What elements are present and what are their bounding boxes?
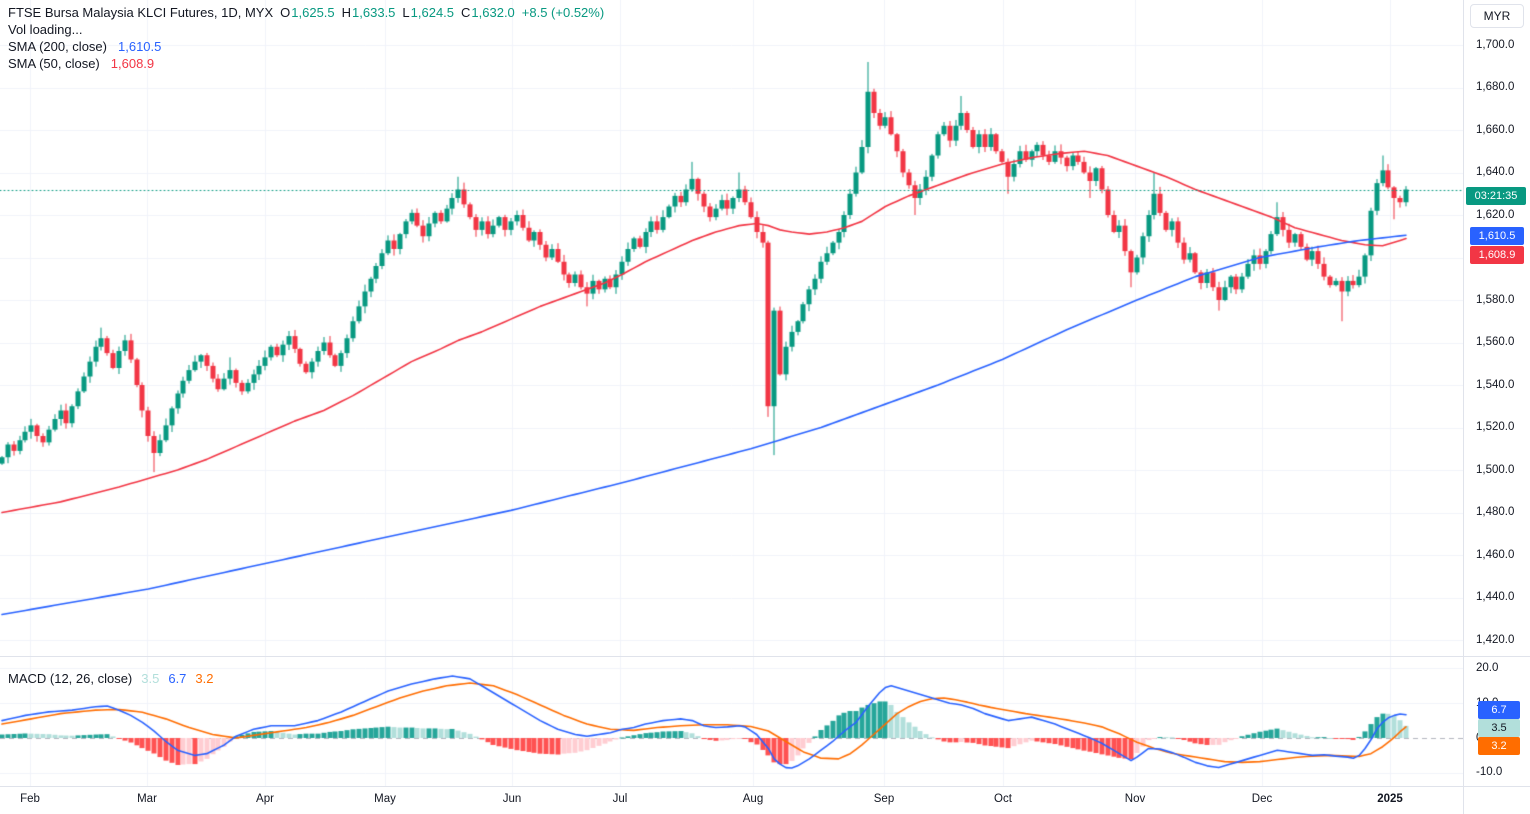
price-axis-tick: 1,680.0 [1476, 81, 1515, 93]
price-axis-tick: 1,560.0 [1476, 336, 1515, 348]
sma50-label: SMA (50, close) [8, 56, 100, 71]
ohlc-close: C 1,632.0 [461, 5, 515, 20]
macd-label: MACD (12, 26, close) [8, 670, 133, 686]
pane-separator[interactable] [0, 656, 1530, 657]
time-axis-label: Oct [994, 793, 1012, 805]
chart-plot-area[interactable] [0, 0, 1463, 786]
time-scale[interactable]: Feb Mar Apr May Jun Jul Aug Sep Oct Nov Dec 2025 [0, 787, 1463, 814]
sma200-label: SMA (200, close) [8, 39, 107, 54]
price-axis-tick: 1,480.0 [1476, 506, 1515, 518]
price-axis-tick: 1,700.0 [1476, 38, 1515, 51]
time-axis-label: Aug [742, 793, 764, 805]
price-axis-tick: 1,620.0 [1476, 208, 1515, 221]
sma200-price-badge: 1,610.5 [1470, 227, 1524, 245]
time-axis-label: Sep [873, 793, 895, 805]
macd-legend-row[interactable]: MACD (12, 26, close) 3.5 6.7 3.2 [8, 670, 214, 686]
sma200-value: 1,610.5 [118, 39, 162, 54]
price-axis-tick: 1,460.0 [1476, 548, 1515, 561]
macd-hist-badge: 3.5 [1478, 719, 1520, 737]
bar-countdown-badge: 03:21:35 [1466, 187, 1526, 205]
time-axis-separator [0, 786, 1530, 787]
symbol-legend-row[interactable]: FTSE Bursa Malaysia KLCI Futures, 1D, MY… [8, 4, 604, 21]
symbol-title: FTSE Bursa Malaysia KLCI Futures, 1D, MY… [8, 5, 274, 20]
macd-hist-value: 3.5 [141, 670, 160, 686]
volume-legend-row[interactable]: Vol loading... [8, 21, 604, 38]
macd-axis-tick: 20.0 [1476, 661, 1499, 674]
price-axis-tick: 1,640.0 [1476, 166, 1515, 178]
time-axis-label: Mar [137, 793, 157, 805]
time-axis-label: 2025 [1377, 793, 1403, 805]
macd-axis-tick: -10.0 [1476, 766, 1503, 779]
time-axis-label: Jul [612, 793, 628, 805]
time-axis-label: Dec [1251, 793, 1273, 805]
time-axis-label: Feb [20, 793, 40, 805]
time-axis-label: Nov [1124, 793, 1146, 805]
price-axis-tick: 1,500.0 [1476, 463, 1515, 476]
price-scale[interactable]: -10.00.010.020.01,420.01,440.01,460.01,4… [1464, 0, 1530, 786]
price-axis-tick: 1,660.0 [1476, 123, 1515, 136]
time-axis-label: Jun [502, 793, 522, 805]
macd-signal-value: 3.2 [195, 670, 214, 686]
chart-legend: FTSE Bursa Malaysia KLCI Futures, 1D, MY… [8, 4, 604, 72]
price-axis-tick: 1,520.0 [1476, 421, 1515, 433]
price-change: +8.5 (+0.52%) [521, 5, 605, 20]
macd-line-value: 6.7 [168, 670, 187, 686]
price-axis-tick: 1,440.0 [1476, 591, 1515, 603]
sma50-legend-row[interactable]: SMA (50, close) 1,608.9 [8, 55, 604, 72]
time-axis-label: Apr [256, 793, 274, 805]
price-axis-tick: 1,420.0 [1476, 633, 1515, 646]
sma50-value: 1,608.9 [110, 56, 155, 71]
macd-line-badge: 6.7 [1478, 701, 1520, 719]
axis-vertical-separator [1463, 0, 1464, 814]
sma50-price-badge: 1,608.9 [1470, 246, 1524, 264]
macd-signal-badge: 3.2 [1478, 737, 1520, 755]
price-axis-tick: 1,540.0 [1476, 378, 1515, 391]
sma200-legend-row[interactable]: SMA (200, close) 1,610.5 [8, 38, 604, 55]
ohlc-high: H 1,633.5 [341, 5, 396, 20]
ohlc-open: O 1,625.5 [280, 5, 335, 20]
price-axis-tick: 1,580.0 [1476, 293, 1515, 306]
ohlc-low: L 1,624.5 [402, 5, 455, 20]
time-axis-label: May [374, 793, 396, 805]
volume-status: Vol loading... [8, 22, 83, 37]
currency-toggle-button[interactable]: MYR [1470, 4, 1524, 28]
